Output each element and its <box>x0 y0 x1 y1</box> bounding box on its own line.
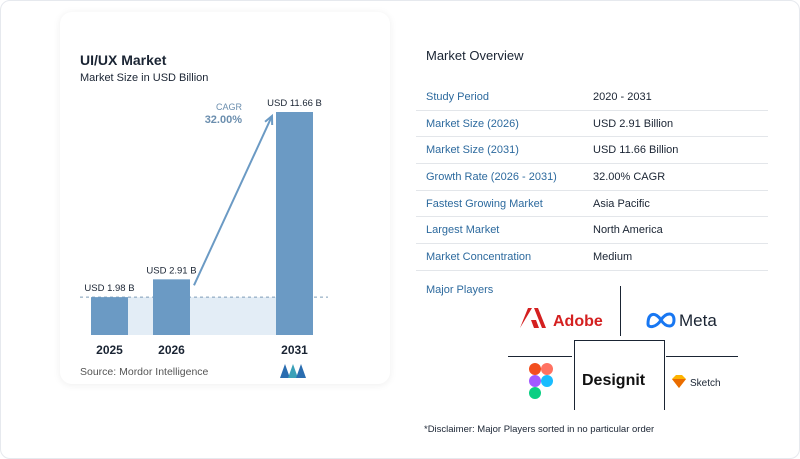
market-overview-title: Market Overview <box>426 48 524 63</box>
overview-value: North America <box>593 224 663 237</box>
overview-key: Fastest Growing Market <box>426 197 543 210</box>
overview-key: Study Period <box>426 90 489 103</box>
meta-logo-icon: Meta <box>646 311 717 330</box>
major-players-grid: Adobe Meta Designit Sketch <box>508 286 738 410</box>
overview-key: Market Concentration <box>426 250 532 263</box>
grid-divider <box>666 356 738 357</box>
bar <box>276 112 313 335</box>
figma-logo-icon <box>529 363 553 399</box>
overview-row: Market Size (2031) USD 11.66 Billion <box>416 137 768 165</box>
x-tick-label: 2026 <box>158 343 185 357</box>
x-tick-label: 2025 <box>96 343 123 357</box>
chart-subtitle: Market Size in USD Billion <box>80 72 209 84</box>
overview-value: Asia Pacific <box>593 197 650 210</box>
cagr-label: CAGR <box>216 102 243 112</box>
overview-row: Market Size (2026) USD 2.91 Billion <box>416 111 768 138</box>
disclaimer-text: *Disclaimer: Major Players sorted in no … <box>424 424 655 435</box>
overview-key: Largest Market <box>426 224 500 237</box>
overview-value: USD 11.66 Billion <box>593 144 679 157</box>
overview-row: Growth Rate (2026 - 2031) 32.00% CAGR <box>416 164 768 191</box>
overview-row: Largest Market North America <box>416 217 768 245</box>
market-overview-table: Study Period 2020 - 2031 Market Size (202… <box>416 84 768 271</box>
source-text: Source: Mordor Intelligence <box>80 366 209 378</box>
overview-value: Medium <box>593 250 633 263</box>
overview-row: Fastest Growing Market Asia Pacific <box>416 191 768 218</box>
grid-divider <box>620 286 621 336</box>
bar-data-label: USD 1.98 B <box>84 283 134 294</box>
bar-data-label: USD 2.91 B <box>146 265 196 276</box>
grid-divider <box>508 356 572 357</box>
designit-box-left <box>574 340 575 410</box>
overview-row: Study Period 2020 - 2031 <box>416 84 768 111</box>
cagr-arrow-head <box>264 113 274 126</box>
designit-box-right <box>664 340 665 410</box>
overview-key: Market Size (2026) <box>426 117 519 130</box>
cagr-value: 32.00% <box>205 114 243 126</box>
major-players-title: Major Players <box>426 284 494 296</box>
cagr-arrow-line <box>193 115 273 286</box>
bar-chart: USD 1.98 B 2025 USD 2.91 B 2026 USD 11.66 B 2… <box>80 98 328 357</box>
overview-value: 32.00% CAGR <box>593 170 666 183</box>
overview-row: Market Concentration Medium <box>416 244 768 271</box>
chart-title: UI/UX Market <box>80 52 167 68</box>
designit-label: Designit <box>582 372 646 389</box>
overview-value: 2020 - 2031 <box>593 90 652 103</box>
adobe-label: Adobe <box>553 313 603 330</box>
adobe-logo-icon: Adobe <box>520 308 603 330</box>
x-tick-label: 2031 <box>281 343 308 357</box>
bar-data-label: USD 11.66 B <box>267 98 322 109</box>
bar <box>153 279 190 335</box>
sketch-label: Sketch <box>690 378 721 389</box>
meta-label: Meta <box>679 311 717 330</box>
bar <box>91 297 128 335</box>
sketch-logo-icon: Sketch <box>672 375 721 389</box>
overview-value: USD 2.91 Billion <box>593 117 674 130</box>
designit-box-top <box>574 340 664 341</box>
mordor-intelligence-logo-icon <box>280 364 306 378</box>
overview-key: Growth Rate (2026 - 2031) <box>426 170 557 183</box>
designit-logo-icon: Designit <box>582 372 646 389</box>
overview-key: Market Size (2031) <box>426 144 519 157</box>
